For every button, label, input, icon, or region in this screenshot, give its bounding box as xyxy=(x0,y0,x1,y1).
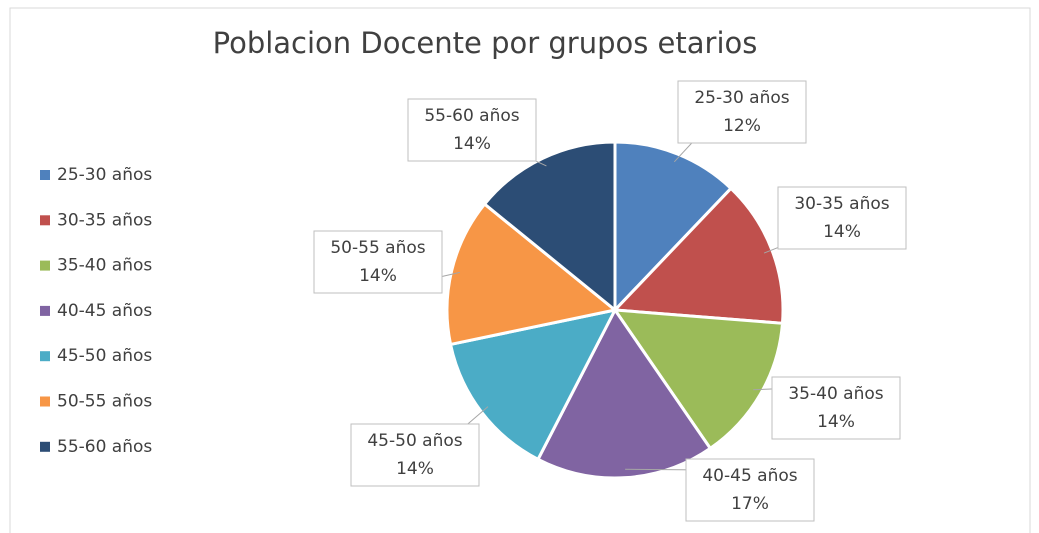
data-label-name: 50-55 años xyxy=(330,238,425,258)
legend-label: 30-35 años xyxy=(57,210,152,230)
chart-title: Poblacion Docente por grupos etarios xyxy=(213,26,758,60)
legend-swatch xyxy=(40,351,50,362)
data-label-value: 14% xyxy=(823,222,861,242)
data-label-value: 14% xyxy=(396,459,434,479)
data-label-name: 25-30 años xyxy=(694,88,789,108)
legend-swatch xyxy=(40,305,50,316)
data-label-value: 12% xyxy=(723,116,761,136)
legend-label: 45-50 años xyxy=(57,346,152,366)
data-label-box xyxy=(771,376,901,440)
data-label-value: 14% xyxy=(817,412,855,432)
legend-label: 50-55 años xyxy=(57,392,152,412)
legend-label: 35-40 años xyxy=(57,256,152,276)
pie-slice xyxy=(482,140,617,314)
pie-slice xyxy=(613,140,734,314)
legend-swatch xyxy=(40,396,50,407)
data-label-box xyxy=(685,458,815,522)
data-label-box xyxy=(677,80,807,144)
data-label-name: 55-60 años xyxy=(424,106,519,126)
pie-slice xyxy=(445,201,619,347)
legend-label: 55-60 años xyxy=(57,437,152,457)
data-label-name: 40-45 años xyxy=(702,466,797,486)
data-label-box xyxy=(407,98,537,162)
data-label-box xyxy=(350,423,480,487)
legend-swatch xyxy=(40,170,50,180)
legend-swatch xyxy=(40,441,50,452)
data-label-name: 35-40 años xyxy=(788,384,883,404)
data-label-value: 14% xyxy=(359,266,397,286)
legend-label: 40-45 años xyxy=(57,301,152,321)
legend-swatch xyxy=(40,260,50,271)
legend-swatch xyxy=(40,215,50,226)
legend-label: 25-30 años xyxy=(57,165,152,185)
pie-slice xyxy=(611,308,785,451)
data-label-name: 45-50 años xyxy=(367,431,462,451)
data-label-box xyxy=(313,230,443,294)
data-label-name: 30-35 años xyxy=(794,194,889,214)
data-label-value: 17% xyxy=(731,494,769,514)
data-label-value: 14% xyxy=(453,134,491,154)
pie-slice xyxy=(535,307,713,480)
data-label-box xyxy=(777,186,907,250)
